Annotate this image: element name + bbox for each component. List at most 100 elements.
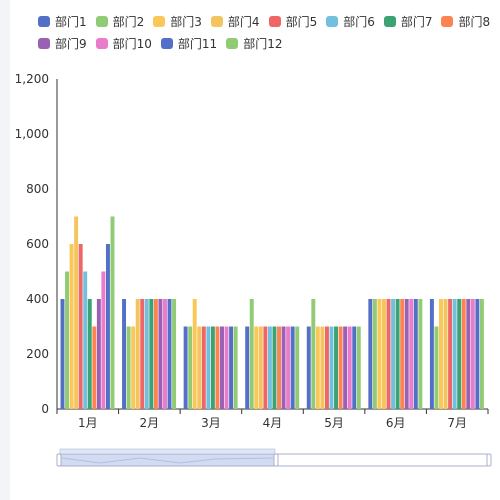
bar (126, 326, 131, 409)
bar (220, 326, 224, 409)
bar (356, 326, 361, 409)
legend-swatch (226, 37, 239, 49)
bar (101, 271, 106, 409)
bar (122, 299, 127, 409)
bar (439, 299, 443, 409)
bar (391, 299, 396, 409)
bar (233, 326, 238, 409)
zoom-track-end-handle[interactable] (486, 453, 492, 467)
legend-item[interactable]: 部门7 (383, 10, 432, 32)
bar (386, 299, 391, 409)
zoom-shadow-line (61, 457, 274, 464)
bar (69, 244, 74, 409)
bar (245, 326, 250, 409)
legend-item[interactable]: 部门6 (326, 10, 375, 32)
legend-swatch (210, 15, 223, 27)
legend-label: 部门3 (170, 14, 202, 29)
bar (158, 299, 163, 409)
bar (249, 299, 254, 409)
bar (258, 326, 263, 409)
bar (183, 326, 188, 409)
legend-label: 部门6 (343, 14, 375, 29)
legend-swatch (38, 15, 50, 27)
legend-swatch (441, 15, 454, 27)
x-tick-label: 3月 (201, 416, 221, 430)
bar (149, 299, 154, 409)
bar (286, 326, 291, 409)
legend-swatch (268, 15, 281, 27)
bar (306, 326, 311, 409)
bar (470, 299, 475, 409)
y-tick-label: 800 (26, 182, 49, 196)
legend-item[interactable]: 部门9 (38, 32, 87, 54)
bar (74, 216, 79, 409)
legend-label: 部门9 (55, 36, 87, 51)
bar (277, 326, 281, 409)
legend-item[interactable]: 部门10 (95, 32, 152, 54)
bar (466, 299, 471, 409)
bar (135, 299, 140, 409)
bar (267, 326, 272, 409)
bar (475, 299, 480, 409)
bar (457, 299, 462, 409)
bar (281, 326, 286, 409)
zoom-end-handle[interactable] (273, 453, 279, 467)
legend-item[interactable]: 部门4 (210, 10, 260, 32)
bar (409, 299, 414, 409)
legend-swatch (153, 15, 166, 27)
legend-item[interactable]: 部门12 (226, 32, 282, 54)
legend-swatch (383, 15, 396, 27)
bar (290, 326, 295, 409)
y-tick-label: 0 (41, 402, 49, 416)
bar (192, 299, 197, 409)
legend-label: 部门5 (285, 14, 318, 29)
legend-item[interactable]: 部门1 (38, 10, 87, 32)
legend-label: 部门1 (55, 14, 87, 29)
x-tick-label: 5月 (324, 416, 344, 430)
bar (131, 326, 136, 409)
legend-label: 部门12 (243, 36, 283, 51)
legend-label: 部门8 (458, 14, 491, 29)
bar (83, 271, 88, 409)
y-tick-label: 200 (26, 347, 49, 361)
zoom-move-handle[interactable] (59, 448, 276, 455)
bar (201, 326, 206, 409)
legend-item[interactable]: 部门5 (268, 10, 318, 32)
bar (188, 326, 193, 409)
legend-swatch (38, 37, 50, 49)
bar (400, 299, 405, 409)
bar (372, 299, 377, 409)
bar (60, 299, 65, 409)
zoom-selected-range (59, 453, 276, 467)
legend-item[interactable]: 部门11 (160, 32, 217, 54)
bar (163, 299, 167, 409)
bar (144, 299, 149, 409)
bar (206, 326, 211, 409)
y-tick-label: 400 (26, 292, 49, 306)
zoom-start-handle[interactable] (56, 453, 62, 467)
bar (87, 299, 92, 409)
bar (443, 299, 448, 409)
bar (295, 326, 300, 409)
bar (311, 299, 316, 409)
bar (315, 326, 320, 409)
bar (479, 299, 484, 409)
bar (448, 299, 453, 409)
bar (272, 326, 277, 409)
bar (224, 326, 229, 409)
legend-item[interactable]: 部门8 (441, 10, 490, 32)
bar (167, 299, 172, 409)
legend-item[interactable]: 部门3 (153, 10, 202, 32)
bar (413, 299, 418, 409)
x-tick-label: 2月 (140, 416, 160, 430)
bar (418, 299, 423, 409)
bar (338, 326, 343, 409)
legend-swatch (95, 37, 108, 49)
data-zoom-slider[interactable] (10, 0, 500, 500)
bar (65, 271, 69, 409)
bar (215, 326, 220, 409)
bar (329, 326, 334, 409)
legend-item[interactable]: 部门2 (95, 10, 144, 32)
x-tick-label: 4月 (263, 416, 283, 430)
bar (368, 299, 373, 409)
